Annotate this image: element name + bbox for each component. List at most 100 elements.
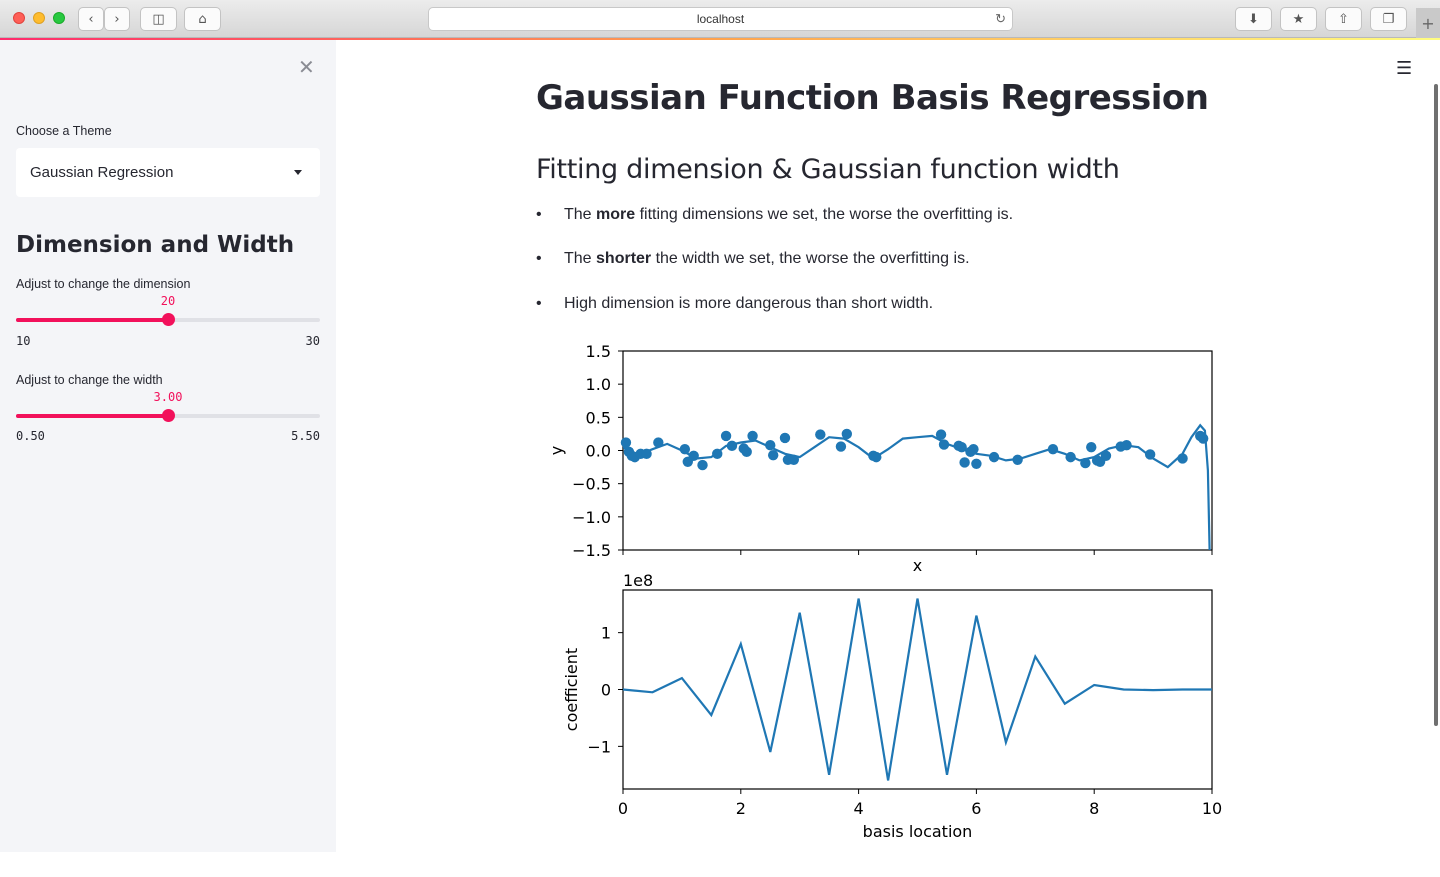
y-tick-label: −1.0	[572, 508, 611, 527]
sidebar-heading: Dimension and Width	[16, 232, 295, 258]
bookmark-icon[interactable]: ★	[1280, 7, 1317, 31]
tabs-icon[interactable]: ❐	[1370, 7, 1407, 31]
sidebar: ✕ Choose a Theme Gaussian Regression Dim…	[0, 40, 336, 852]
close-window-button[interactable]	[13, 12, 25, 24]
back-icon[interactable]: ‹	[78, 7, 104, 31]
data-point	[959, 457, 970, 468]
data-point	[815, 429, 826, 440]
width-slider-fill	[16, 414, 168, 418]
bullet-text: the width we set, the worse the overfitt…	[651, 250, 970, 267]
data-point	[688, 450, 699, 462]
dimension-slider-thumb[interactable]	[162, 313, 175, 326]
data-point	[653, 437, 664, 448]
y-tick-label: 0	[601, 681, 611, 700]
data-point	[1100, 450, 1112, 462]
bullet-bold: more	[596, 206, 636, 223]
minimize-window-button[interactable]	[33, 12, 45, 24]
url-bar[interactable]: localhost ↻	[428, 7, 1013, 31]
coefficient-line	[622, 598, 1212, 781]
data-point	[788, 454, 800, 465]
width-slider-min: 0.50	[16, 429, 45, 443]
regression-figure: 1.51.00.50.0−0.5−1.0−1.5xy 10−10 2 4 6 8 101e…	[547, 342, 1222, 841]
data-point	[767, 449, 779, 461]
data-point	[956, 441, 967, 453]
dimension-slider-fill	[16, 318, 168, 322]
bullet-item: • The shorter the width we set, the worse…	[536, 250, 970, 268]
data-point	[1121, 439, 1132, 451]
bullet-text: High dimension is more dangerous than sh…	[564, 295, 934, 312]
forward-icon[interactable]: ›	[104, 7, 130, 31]
page-title: Gaussian Function Basis Regression	[536, 78, 1209, 118]
y-tick-label: 1	[601, 624, 611, 643]
home-icon[interactable]: ⌂	[184, 7, 221, 31]
theme-select[interactable]: Gaussian Regression	[16, 148, 320, 197]
share-icon[interactable]: ⇧	[1325, 7, 1362, 31]
new-tab-icon[interactable]: +	[1416, 8, 1440, 38]
download-icon[interactable]: ⬇	[1235, 7, 1272, 31]
x-tick-label: 0	[618, 799, 628, 818]
data-point	[968, 443, 979, 455]
sidebar-icon[interactable]: ◫	[140, 7, 177, 31]
bullet-dot: •	[536, 206, 542, 223]
data-point	[1065, 451, 1076, 463]
theme-select-value: Gaussian Regression	[30, 164, 174, 181]
dimension-slider-value: 20	[160, 294, 176, 308]
x-axis-label: basis location	[863, 822, 973, 841]
data-point	[1080, 457, 1091, 469]
data-point	[835, 441, 847, 452]
dimension-slider[interactable]	[16, 313, 320, 326]
app-accent-line	[0, 38, 1440, 40]
data-point	[1012, 454, 1023, 465]
bullet-item: • The more fitting dimensions we set, the…	[536, 206, 1013, 224]
section-title: Fitting dimension & Gaussian function wi…	[536, 154, 1120, 185]
data-point	[765, 439, 776, 451]
data-point	[971, 458, 982, 469]
data-point	[871, 451, 882, 463]
data-point	[779, 432, 791, 444]
data-point	[935, 429, 947, 440]
width-slider-max: 5.50	[291, 429, 320, 443]
data-point	[1047, 443, 1059, 455]
data-point	[712, 448, 723, 460]
browser-toolbar: ‹ › ◫ ⌂ localhost ↻ ⬇ ★ ⇧ ❐ +	[0, 0, 1440, 38]
dimension-slider-max: 30	[305, 334, 320, 348]
width-slider-thumb[interactable]	[162, 409, 175, 422]
bullet-bold: shorter	[596, 250, 652, 267]
width-slider[interactable]	[16, 409, 320, 422]
bullet-item: • High dimension is more dangerous than s…	[536, 295, 933, 313]
bullet-dot: •	[536, 295, 542, 312]
data-point	[641, 448, 652, 460]
hamburger-menu-icon[interactable]: ☰	[1396, 58, 1413, 79]
y-axis-label: y	[547, 446, 566, 455]
data-point	[841, 428, 853, 440]
sidebar-close-icon[interactable]: ✕	[298, 55, 315, 79]
fit-plot: 1.5 1.0 0.5 0.0 −0.5 −1.0 −1.5 x y	[547, 342, 1213, 575]
y-tick-label: 1.5	[586, 342, 611, 361]
dimension-slider-min: 10	[16, 334, 31, 348]
data-point	[747, 430, 758, 442]
y-offset-label: 1e8	[623, 571, 653, 590]
data-point	[1197, 433, 1209, 444]
maximize-window-button[interactable]	[53, 12, 65, 24]
y-tick-label: 1.0	[586, 375, 611, 394]
data-point	[697, 459, 708, 471]
width-slider-value: 3.00	[153, 390, 183, 404]
x-tick-label: 4	[854, 799, 864, 818]
width-slider-label: Adjust to change the width	[16, 373, 163, 387]
x-tick-label: 10	[1202, 799, 1222, 818]
y-tick-label: −1.5	[572, 541, 611, 560]
theme-label: Choose a Theme	[16, 124, 112, 138]
data-point	[741, 446, 752, 458]
x-axis-label: x	[913, 556, 922, 575]
y-tick-label: −0.5	[572, 475, 611, 494]
x-tick-label: 6	[971, 799, 981, 818]
scrollbar[interactable]	[1434, 84, 1438, 726]
data-point	[720, 430, 732, 442]
x-tick-label: 2	[736, 799, 746, 818]
dimension-slider-label: Adjust to change the dimension	[16, 277, 191, 291]
window-bottom	[0, 852, 1440, 877]
y-tick-label: 0.0	[586, 442, 611, 461]
url-text: localhost	[696, 12, 745, 26]
reload-icon[interactable]: ↻	[995, 11, 1006, 26]
